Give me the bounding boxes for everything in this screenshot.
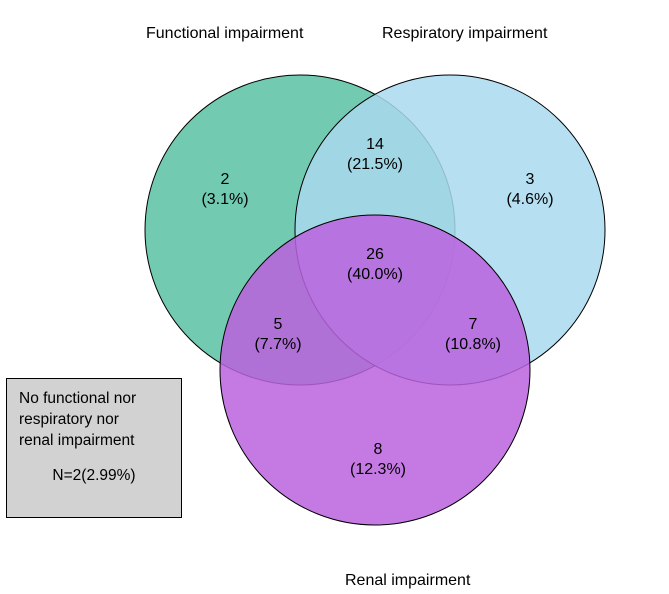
outside-line: No functional nor <box>19 389 169 410</box>
region-count: 14 <box>366 136 384 153</box>
region-pct: (40.0%) <box>347 266 403 283</box>
region-count: 26 <box>366 246 384 263</box>
set-label-functional: Functional impairment <box>146 25 303 43</box>
set-label-respiratory: Respiratory impairment <box>382 25 547 43</box>
outside-line: renal impairment <box>19 431 169 452</box>
region-c-only: 8 (12.3%) <box>350 440 406 480</box>
region-a-only: 2 (3.1%) <box>201 170 248 210</box>
region-pct: (7.7%) <box>254 336 301 353</box>
region-pct: (10.8%) <box>445 336 501 353</box>
outside-n: N=2(2.99%) <box>19 466 169 487</box>
set-label-renal: Renal impairment <box>345 572 470 590</box>
region-count: 7 <box>469 316 478 333</box>
region-pct: (12.3%) <box>350 461 406 478</box>
region-count: 8 <box>374 441 383 458</box>
region-pct: (21.5%) <box>347 156 403 173</box>
region-a-and-b: 14 (21.5%) <box>347 135 403 175</box>
region-b-and-c: 7 (10.8%) <box>445 315 501 355</box>
outside-line: respiratory nor <box>19 410 169 431</box>
region-count: 2 <box>221 171 230 188</box>
region-a-b-c: 26 (40.0%) <box>347 245 403 285</box>
region-b-only: 3 (4.6%) <box>506 170 553 210</box>
region-pct: (3.1%) <box>201 191 248 208</box>
region-count: 5 <box>274 316 283 333</box>
region-count: 3 <box>526 171 535 188</box>
region-pct: (4.6%) <box>506 191 553 208</box>
outside-none-box: No functional nor respiratory nor renal … <box>6 378 182 518</box>
region-a-and-c: 5 (7.7%) <box>254 315 301 355</box>
